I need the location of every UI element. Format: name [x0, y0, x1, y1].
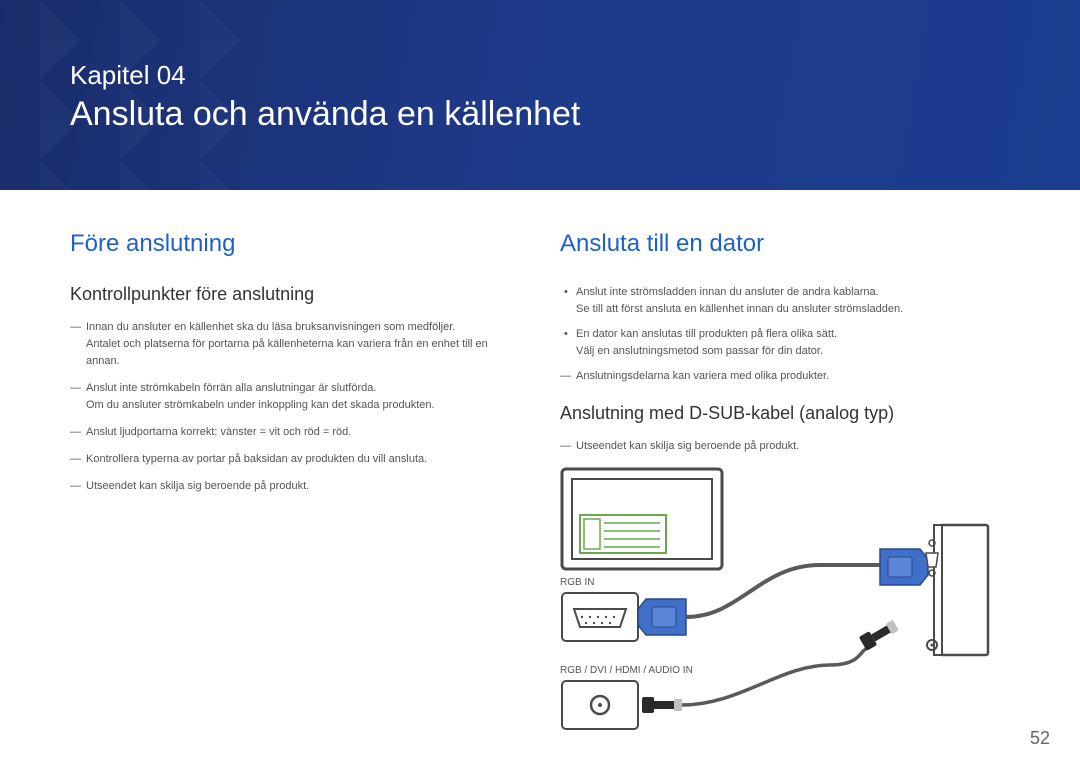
page-content: Före anslutning Kontrollpunkter före ans… — [0, 190, 1080, 745]
list-item-text: Innan du ansluter en källenhet ska du lä… — [86, 321, 455, 333]
list-item-text: Anslut inte strömsladden innan du anslut… — [576, 286, 879, 298]
pc-tower-icon — [926, 525, 988, 655]
list-item-sub: Antalet och platserna för portarna på kä… — [86, 336, 520, 370]
connect-note-list: Anslutningsdelarna kan variera med olika… — [560, 368, 1010, 385]
rgb-port-icon — [562, 593, 638, 641]
section-title-left: Före anslutning — [70, 230, 520, 258]
list-item-text: Anslut inte strömkabeln förrän alla ansl… — [86, 382, 376, 394]
list-item-text: Utseendet kan skilja sig beroende på pro… — [86, 480, 309, 492]
list-item-text: Kontrollera typerna av portar på baksida… — [86, 453, 427, 465]
list-item: Utseendet kan skilja sig beroende på pro… — [560, 438, 1010, 455]
list-item: Anslutningsdelarna kan variera med olika… — [560, 368, 1010, 385]
list-item: Anslut inte strömkabeln förrän alla ansl… — [70, 380, 520, 414]
port-label-rgb-in: RGB IN — [560, 577, 594, 588]
list-item-text: Utseendet kan skilja sig beroende på pro… — [576, 440, 799, 452]
chapter-banner: Kapitel 04 Ansluta och använda en källen… — [0, 0, 1080, 190]
right-column: Ansluta till en dator Anslut inte ströms… — [560, 230, 1010, 745]
list-item-text: Anslut ljudportarna korrekt: vänster = v… — [86, 426, 351, 438]
list-item: Anslut ljudportarna korrekt: vänster = v… — [70, 424, 520, 441]
connection-diagram: RGB IN RGB / DVI / HDMI / AUDIO IN — [560, 465, 1000, 745]
list-item: Innan du ansluter en källenhet ska du lä… — [70, 319, 520, 370]
list-item-text: Anslutningsdelarna kan variera med olika… — [576, 370, 829, 382]
list-item-text: En dator kan anslutas till produkten på … — [576, 328, 837, 340]
list-item-sub: Välj en anslutningsmetod som passar för … — [576, 343, 1010, 360]
list-item: En dator kan anslutas till produkten på … — [560, 326, 1010, 360]
list-item: Utseendet kan skilja sig beroende på pro… — [70, 478, 520, 495]
section-title-right: Ansluta till en dator — [560, 230, 1010, 258]
list-item-sub: Se till att först ansluta en källenhet i… — [576, 301, 1010, 318]
left-column: Före anslutning Kontrollpunkter före ans… — [70, 230, 520, 745]
precheck-list: Innan du ansluter en källenhet ska du lä… — [70, 319, 520, 495]
list-item: Kontrollera typerna av portar på baksida… — [70, 451, 520, 468]
connect-bullets: Anslut inte strömsladden innan du anslut… — [560, 284, 1010, 360]
audio-port-icon — [562, 681, 638, 729]
page-number: 52 — [1030, 728, 1050, 749]
port-label-audio-in: RGB / DVI / HDMI / AUDIO IN — [560, 665, 693, 676]
dsub-note-list: Utseendet kan skilja sig beroende på pro… — [560, 438, 1010, 455]
diagram-svg — [560, 465, 1000, 745]
monitor-icon — [562, 469, 722, 569]
subsection-title-right: Anslutning med D-SUB-kabel (analog typ) — [560, 403, 1010, 424]
subsection-title-left: Kontrollpunkter före anslutning — [70, 284, 520, 305]
chapter-title: Ansluta och använda en källenhet — [70, 95, 1010, 134]
chapter-label: Kapitel 04 — [70, 60, 1010, 91]
list-item: Anslut inte strömsladden innan du anslut… — [560, 284, 1010, 318]
list-item-sub: Om du ansluter strömkabeln under inkoppl… — [86, 397, 520, 414]
